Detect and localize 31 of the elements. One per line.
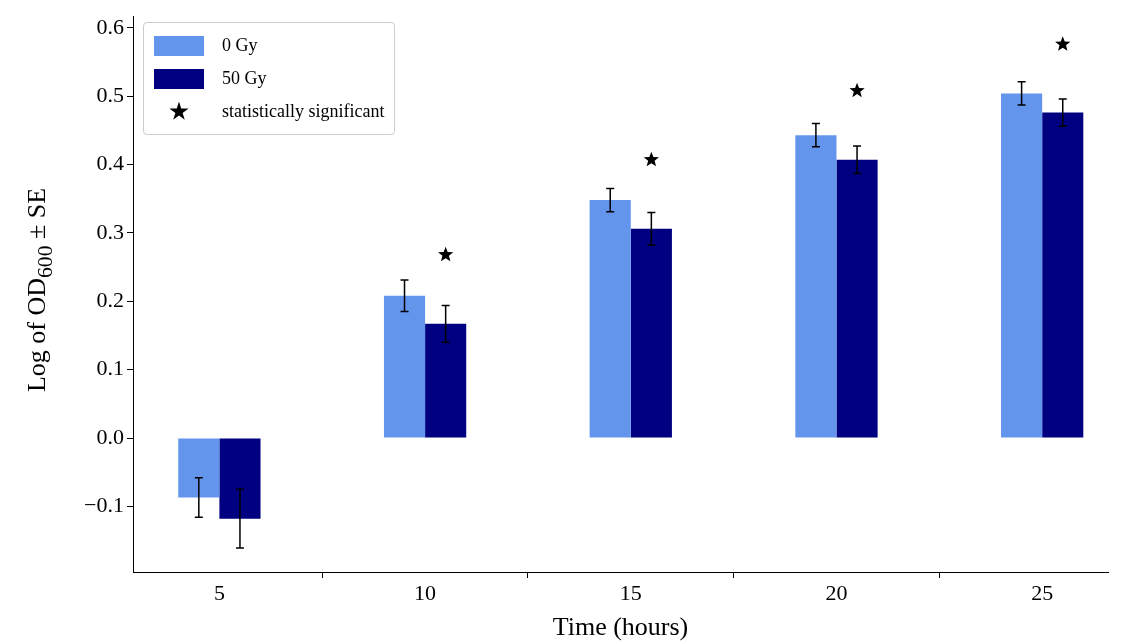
x-tick-label: 10	[414, 579, 437, 605]
legend-label: statistically significant	[222, 101, 385, 122]
bar	[219, 438, 261, 519]
point	[643, 151, 659, 167]
point	[849, 82, 865, 98]
y-tick-label: 0.5	[96, 81, 124, 107]
y-tick-label: 0.4	[96, 150, 124, 176]
bar	[383, 295, 426, 438]
y-tick-label: −0.1	[84, 492, 124, 518]
y-tick-label: 0.1	[96, 355, 124, 381]
bar	[589, 200, 631, 438]
x-tick-label: 5	[213, 579, 225, 605]
bar	[1001, 93, 1043, 438]
x-axis-title: Time (hours)	[552, 612, 689, 642]
bar	[795, 135, 837, 438]
x-tick-label: 15	[619, 579, 642, 605]
legend-label: 0 Gy	[222, 35, 258, 56]
y-tick-label: 0.0	[96, 423, 124, 449]
bar	[836, 159, 878, 438]
bar	[178, 438, 220, 498]
bar	[1042, 112, 1084, 438]
point	[438, 246, 454, 262]
bar	[425, 323, 467, 438]
y-tick-label: 0.2	[96, 287, 124, 313]
x-tick-label: 20	[825, 579, 848, 605]
x-tick-label: 25	[1031, 579, 1054, 605]
point	[1055, 36, 1071, 51]
y-tick-label: 0.6	[96, 13, 124, 39]
y-tick-label: 0.3	[96, 218, 124, 244]
legend-label: 50 Gy	[222, 68, 267, 89]
bar	[630, 228, 672, 438]
